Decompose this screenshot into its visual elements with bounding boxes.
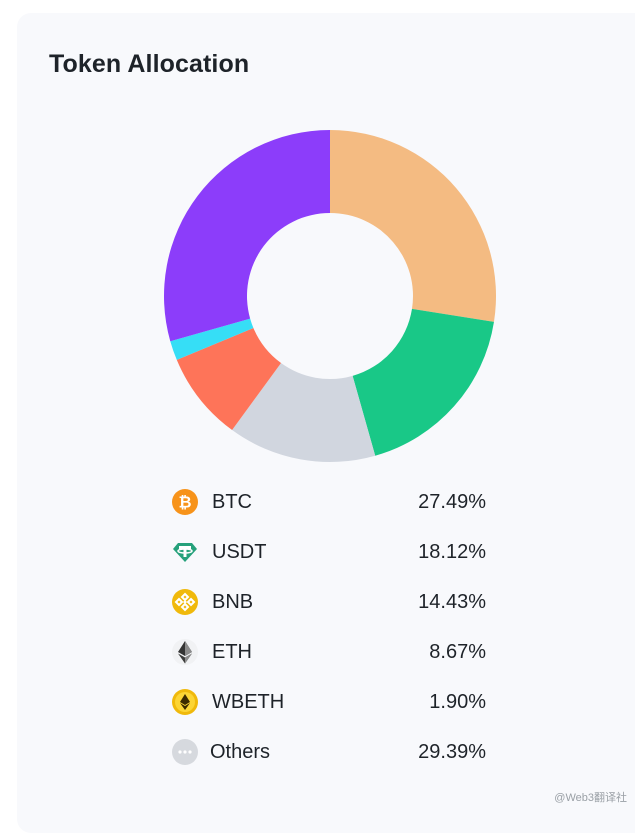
legend-item-others: Others 29.39%	[168, 727, 488, 777]
svg-text:₿: ₿	[178, 494, 191, 512]
usdt-icon	[171, 538, 199, 566]
legend-label: BTC	[212, 490, 252, 514]
legend-item-eth: ETH 8.67%	[168, 627, 488, 677]
card-title: Token Allocation	[49, 50, 249, 79]
legend-label: Others	[210, 740, 270, 764]
legend-label: WBETH	[212, 690, 284, 714]
legend-item-bnb: BNB 14.43%	[168, 577, 488, 627]
legend-item-usdt: USDT 18.12%	[168, 527, 488, 577]
others-icon	[171, 738, 199, 766]
legend-label: USDT	[212, 540, 266, 564]
legend-value: 27.49%	[418, 490, 486, 514]
chart-legend: ₿ BTC 27.49% USDT 18.12% BNB 14.43% ETH …	[168, 477, 488, 777]
donut-slice-btc[interactable]	[330, 130, 496, 322]
legend-label: BNB	[212, 590, 253, 614]
btc-icon: ₿	[171, 488, 199, 516]
legend-value: 8.67%	[429, 640, 486, 664]
legend-item-btc: ₿ BTC 27.49%	[168, 477, 488, 527]
watermark: @Web3翻译社	[554, 789, 627, 805]
donut-slice-usdt[interactable]	[353, 309, 494, 456]
legend-item-wbeth: WBETH 1.90%	[168, 677, 488, 727]
legend-value: 18.12%	[418, 540, 486, 564]
eth-icon	[171, 638, 199, 666]
legend-label: ETH	[212, 640, 252, 664]
donut-slice-others[interactable]	[164, 130, 330, 341]
legend-value: 1.90%	[429, 690, 486, 714]
bnb-icon	[171, 588, 199, 616]
legend-value: 29.39%	[418, 740, 486, 764]
donut-chart	[150, 116, 510, 476]
legend-value: 14.43%	[418, 590, 486, 614]
wbeth-icon	[171, 688, 199, 716]
